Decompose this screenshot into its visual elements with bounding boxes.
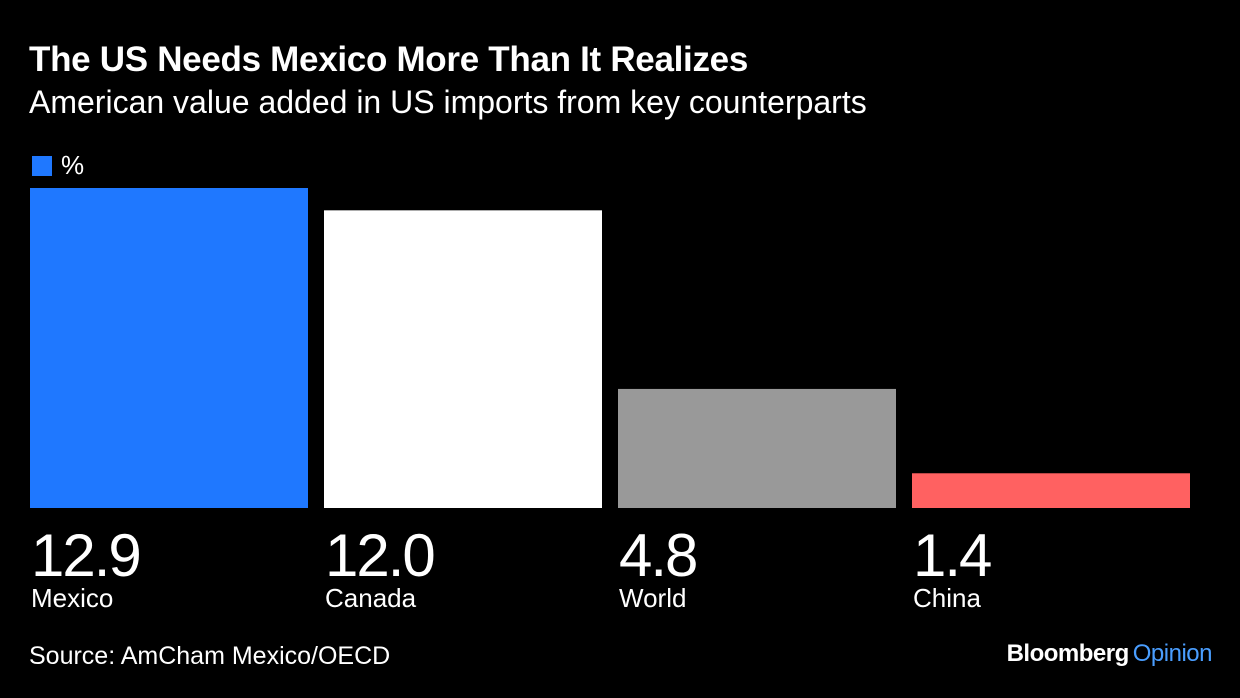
brand-logo: Bloomberg Opinion: [1006, 640, 1213, 668]
bar-mexico: [30, 188, 308, 508]
legend-swatch: [32, 155, 52, 176]
value-label-china: 1.4: [913, 522, 991, 589]
bar-world: [618, 388, 896, 508]
bar-canada: [324, 210, 602, 509]
legend-label: %: [61, 150, 85, 180]
page-title: The US Needs Mexico More Than It Realize…: [29, 40, 749, 79]
category-label-mexico: Mexico: [31, 583, 113, 613]
value-label-mexico: 12.9: [31, 522, 140, 589]
source-note: Source: AmCham Mexico/OECD: [29, 642, 391, 670]
value-label-world: 4.8: [619, 522, 696, 589]
brand-name: Bloomberg: [1006, 640, 1130, 667]
category-label-china: China: [913, 583, 981, 613]
chart-legend: %: [32, 150, 84, 181]
category-label-world: World: [619, 583, 686, 613]
bar-china: [912, 473, 1190, 508]
category-label-canada: Canada: [325, 583, 417, 613]
brand-opinion: Opinion: [1132, 640, 1213, 667]
value-label-canada: 12.0: [325, 522, 434, 589]
page-subtitle: American value added in US imports from …: [29, 84, 867, 120]
